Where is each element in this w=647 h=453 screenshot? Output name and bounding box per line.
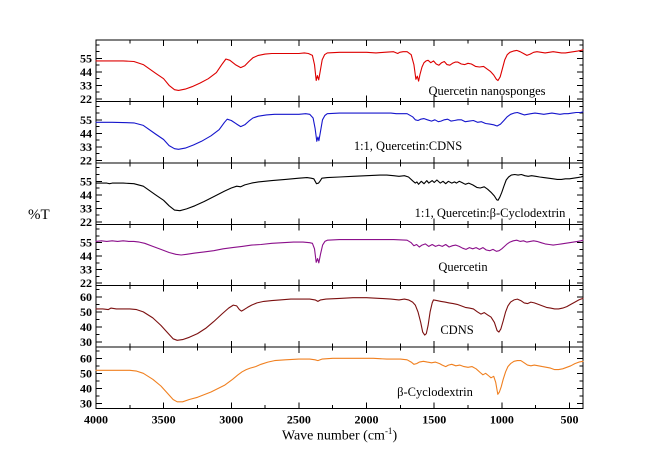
y-tick-label: 33 [80,78,92,92]
x-tick-label: 3000 [219,413,243,427]
panel-border [95,285,584,348]
y-axis-title: %T [28,207,50,223]
x-axis-title-text: Wave number (cm [281,428,385,444]
x-tick-label: 1500 [422,413,446,427]
panel-label-quercetin-cdns-complex: 1:1, Quercetin:CDNS [354,139,462,153]
panel-label-quercetin-nanosponges: Quercetin nanosponges [429,84,546,98]
y-tick-label: 50 [80,366,92,380]
y-tick-label: 60 [80,351,92,365]
y-tick-label: 22 [80,153,92,167]
spectrum-curve-quercetin-bcyclodextrin-complex [95,173,584,212]
panel-label-bcyclodextrin: β-Cyclodextrin [397,385,474,399]
x-tick-label: 1000 [490,413,514,427]
axis-ticks [95,101,583,163]
y-tick-label: 50 [80,305,92,319]
y-tick-label: 55 [80,236,92,250]
y-tick-label: 40 [80,320,92,334]
axis-ticks [95,162,583,225]
y-tick-label: 22 [80,215,92,229]
x-tick-label: 2000 [355,413,379,427]
x-tick-label: 500 [560,413,578,427]
y-tick-label: 55 [80,51,92,65]
y-tick-label: 44 [80,126,92,140]
x-tick-label: 3500 [152,413,176,427]
x-tick-label: 2500 [287,413,311,427]
x-axis-title-exponent: -1 [384,426,393,436]
x-axis-title: Wave number (cm-1) [96,426,583,445]
axis-ticks [95,224,583,286]
panel-border [95,100,584,164]
y-tick-label: 33 [80,140,92,154]
panel-label-cdns: CDNS [440,323,473,337]
y-tick-label: 55 [80,113,92,127]
axis-ticks [95,40,583,102]
panel-label-quercetin: Quercetin [438,260,488,274]
y-tick-label: 22 [80,276,92,290]
y-tick-label: 30 [80,396,92,410]
axis-ticks [95,347,583,409]
y-tick-label: 44 [80,65,92,79]
spectrum-curve-bcyclodextrin [95,357,584,403]
y-tick-label: 40 [80,381,92,395]
spectrum-curve-cdns [95,297,584,341]
y-tick-label: 55 [80,174,92,188]
y-tick-label: 44 [80,249,92,263]
axis-ticks [95,285,583,348]
y-tick-label: 44 [80,188,92,202]
spectrum-curve-quercetin-cdns-complex [95,111,584,150]
spectrum-curve-quercetin [95,239,584,264]
y-tick-label: 33 [80,263,92,277]
x-tick-label: 4000 [84,413,108,427]
x-axis-title-close: ) [392,428,398,444]
panel-border [95,223,584,287]
y-tick-label: 22 [80,92,92,106]
panel-label-quercetin-bcyclodextrin-complex: 1:1, Quercetin:β-Cyclodextrin [415,206,567,220]
spectrum-curve-quercetin-nanosponges [95,49,584,91]
y-tick-label: 30 [80,335,92,349]
y-tick-label: 33 [80,201,92,215]
y-tick-label: 60 [80,290,92,304]
panel-border [95,346,584,410]
